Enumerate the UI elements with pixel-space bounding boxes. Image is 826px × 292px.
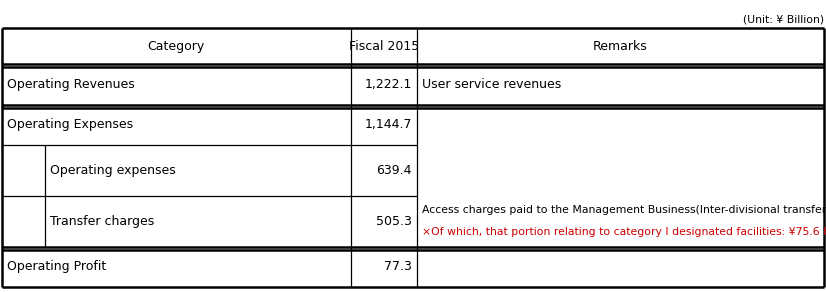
Text: Operating Profit: Operating Profit	[7, 260, 107, 273]
Text: User service revenues: User service revenues	[422, 78, 562, 91]
Text: (Unit: ¥ Billion): (Unit: ¥ Billion)	[743, 14, 824, 24]
Text: ×Of which, that portion relating to category I designated facilities: ¥75.6 bill: ×Of which, that portion relating to cate…	[422, 227, 826, 237]
Text: Remarks: Remarks	[593, 40, 648, 53]
Text: 639.4: 639.4	[377, 164, 412, 177]
Text: 1,222.1: 1,222.1	[365, 78, 412, 91]
Text: Category: Category	[148, 40, 205, 53]
Text: Fiscal 2015: Fiscal 2015	[349, 40, 419, 53]
Text: 77.3: 77.3	[384, 260, 412, 273]
Text: Access charges paid to the Management Business(Inter-divisional transfer within : Access charges paid to the Management Bu…	[422, 205, 826, 215]
Text: Operating expenses: Operating expenses	[50, 164, 175, 177]
Text: 1,144.7: 1,144.7	[364, 118, 412, 131]
Text: Operating Expenses: Operating Expenses	[7, 118, 133, 131]
Text: 505.3: 505.3	[376, 215, 412, 228]
Text: Operating Revenues: Operating Revenues	[7, 78, 135, 91]
Text: Transfer charges: Transfer charges	[50, 215, 154, 228]
